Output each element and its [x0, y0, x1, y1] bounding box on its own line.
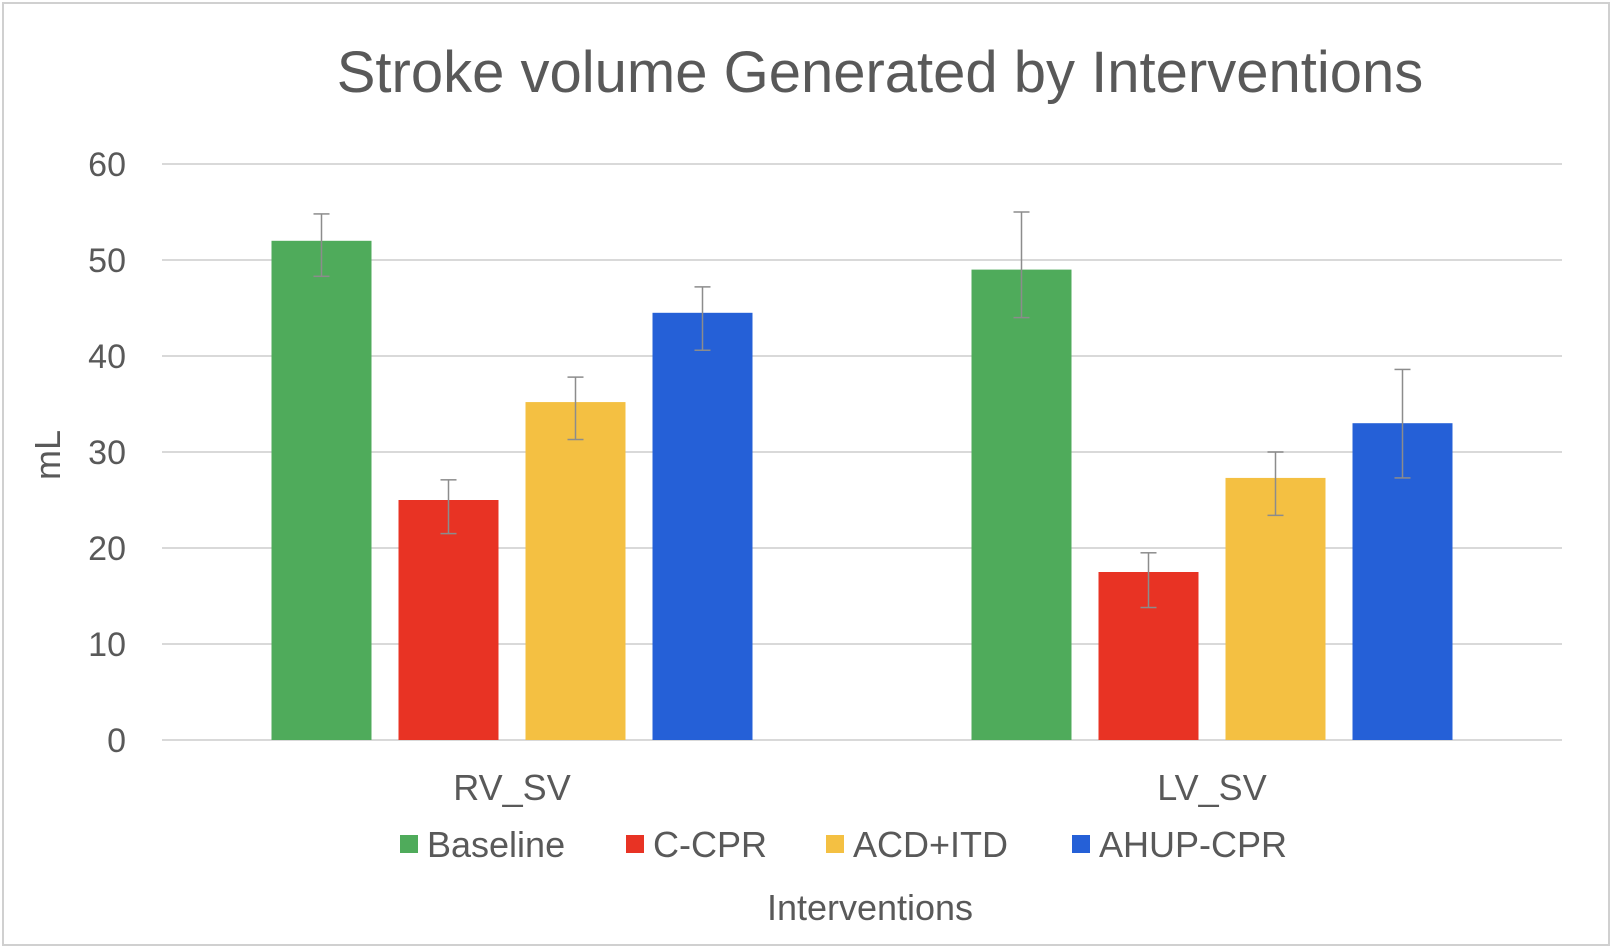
- y-tick-label: 50: [88, 242, 126, 280]
- bar-baseline-lv-sv: [971, 269, 1072, 740]
- bar-acd-itd-lv-sv: [1225, 477, 1326, 740]
- legend-label: AHUP-CPR: [1099, 824, 1287, 865]
- legend: Baseline C-CPR ACD+ITD AHUP-CPR: [400, 824, 1287, 865]
- legend-swatch: [1072, 835, 1090, 853]
- category-labels: RV_SV LV_SV: [453, 767, 1266, 808]
- category-label: LV_SV: [1157, 767, 1266, 808]
- chart-title: Stroke volume Generated by Interventions: [337, 40, 1423, 105]
- y-tick-label: 40: [88, 338, 126, 376]
- bars: [271, 240, 1453, 741]
- y-axis-ticks: 0 10 20 30 40 50 60: [88, 146, 126, 760]
- legend-label: Baseline: [427, 824, 565, 865]
- legend-label: ACD+ITD: [853, 824, 1008, 865]
- y-tick-label: 30: [88, 434, 126, 472]
- category-label: RV_SV: [453, 767, 570, 808]
- y-tick-label: 10: [88, 626, 126, 664]
- legend-swatch: [826, 835, 844, 853]
- y-tick-label: 0: [107, 722, 126, 760]
- legend-swatch: [626, 835, 644, 853]
- legend-swatch: [400, 835, 418, 853]
- x-axis-title: Interventions: [767, 887, 973, 928]
- bar-acd-itd-rv-sv: [525, 402, 626, 740]
- error-bars: [313, 211, 1411, 609]
- bar-ahup-cpr-rv-sv: [652, 312, 753, 740]
- gridlines: [162, 163, 1562, 741]
- y-tick-label: 60: [88, 146, 126, 184]
- legend-label: C-CPR: [653, 824, 767, 865]
- bar-baseline-rv-sv: [271, 240, 372, 741]
- bar-c-cpr-rv-sv: [398, 500, 499, 740]
- y-axis-title: mL: [27, 430, 68, 480]
- y-tick-label: 20: [88, 530, 126, 568]
